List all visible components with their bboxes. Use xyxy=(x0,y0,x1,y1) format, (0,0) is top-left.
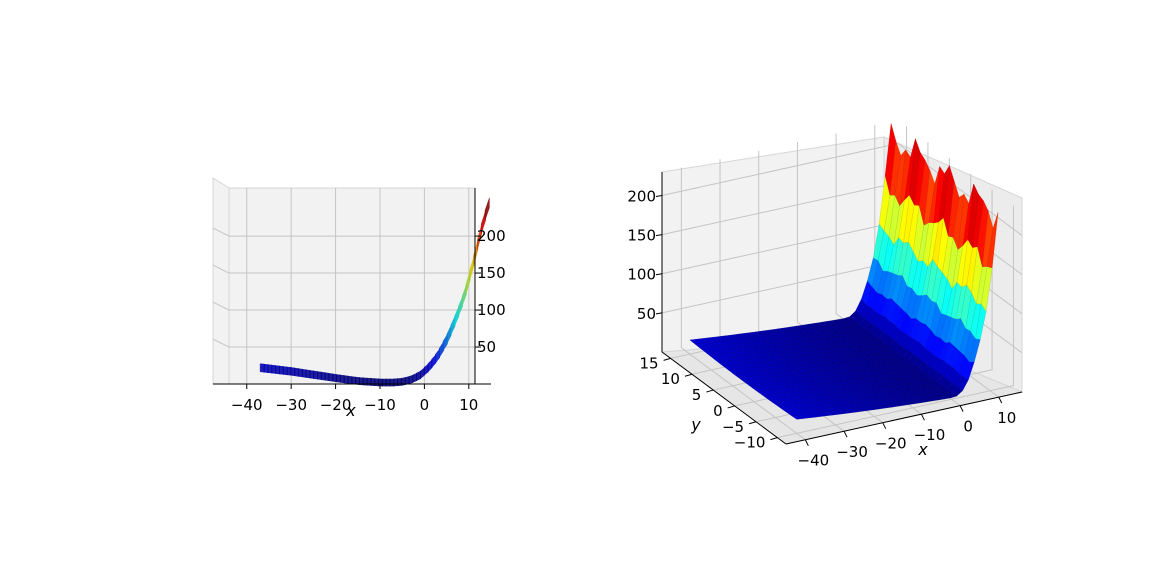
right-y-axis-line xyxy=(661,351,787,445)
right-z-tick-mark-0 xyxy=(655,312,663,315)
right-y-tick-label-0: −10 xyxy=(734,434,766,452)
left-surface-band-45 xyxy=(431,353,437,369)
right-x-tick-mark-2 xyxy=(882,422,887,429)
right-x-ticks: −40 −30 −20 −10 0 10 xyxy=(798,396,1016,470)
right-y-tick-label-5: 15 xyxy=(639,354,658,372)
left-surface-band-53 xyxy=(461,284,467,307)
right-z-tick-label-1: 100 xyxy=(627,266,656,284)
right-y-tick-mark-1 xyxy=(748,421,757,425)
left-surface-band-54 xyxy=(465,270,471,295)
right-y-tick-label-1: −5 xyxy=(722,418,744,436)
left-grid-side-3 xyxy=(212,227,230,237)
left-surface-band-46 xyxy=(435,347,441,364)
left-grid-side-0 xyxy=(212,338,230,348)
left-surface-band-42 xyxy=(419,367,425,380)
left-z-tick-label-1: 100 xyxy=(477,301,506,319)
right-surface xyxy=(689,123,999,420)
left-surface-band-52 xyxy=(458,296,463,317)
left-x-tick-label-1: −30 xyxy=(275,396,307,414)
right-x-tick-mark-5 xyxy=(998,396,1003,404)
right-x-tick-label-0: −40 xyxy=(798,452,830,470)
right-x-tick-mark-4 xyxy=(959,405,964,412)
right-x-tick-label-1: −30 xyxy=(836,443,868,461)
right-z-tick-label-2: 150 xyxy=(627,227,656,245)
left-x-tick-label-4: 0 xyxy=(420,396,430,414)
right-x-tick-mark-3 xyxy=(920,413,925,421)
left-surface-band-49 xyxy=(446,324,452,345)
left-surface-band-47 xyxy=(438,340,444,359)
left-grid xyxy=(212,188,475,384)
left-surface-band-41 xyxy=(416,370,422,382)
right-y-tick-label-2: 0 xyxy=(713,402,723,420)
right-x-tick-label-2: −20 xyxy=(875,435,907,453)
right-x-tick-label-3: −10 xyxy=(914,426,946,444)
right-y-tick-label-4: 10 xyxy=(661,370,680,388)
left-x-tick-label-2: −20 xyxy=(320,396,352,414)
left-z-tick-label-3: 200 xyxy=(477,227,506,245)
left-grid-side-2 xyxy=(212,264,230,274)
left-z-tick-label-2: 150 xyxy=(477,264,506,282)
left-chart: −40 −30 −20 −10 0 10 50 100 150 200 x xyxy=(212,177,506,420)
right-x-tick-mark-0 xyxy=(804,439,809,446)
right-y-axis-label: y xyxy=(690,415,701,434)
right-x-axis-label: x xyxy=(917,440,928,459)
right-y-tick-mark-3 xyxy=(706,389,714,393)
right-y-tick-label-3: 5 xyxy=(692,386,702,404)
right-grid-y-0 xyxy=(777,205,1014,439)
right-y-tick-mark-5 xyxy=(663,357,671,361)
right-x-tick-label-4: 0 xyxy=(963,418,973,436)
left-x-tick-label-5: 10 xyxy=(459,396,478,414)
left-x-tick-label-3: −10 xyxy=(364,396,396,414)
right-z-tick-label-0: 50 xyxy=(637,305,656,323)
right-z-tick-mark-3 xyxy=(655,194,663,197)
left-surface-band-43 xyxy=(423,363,429,376)
left-x-tick-label-0: −40 xyxy=(231,396,263,414)
right-x-tick-mark-1 xyxy=(843,430,848,438)
left-surface-band-50 xyxy=(450,316,456,336)
right-y-tick-mark-2 xyxy=(727,405,735,409)
left-surface-band-44 xyxy=(427,358,433,373)
right-x-tick-label-5: 10 xyxy=(997,409,1016,427)
left-x-axis-label: x xyxy=(345,401,356,420)
left-surface-band-48 xyxy=(442,333,448,352)
left-z-tick-label-0: 50 xyxy=(477,338,496,356)
right-z-tick-label-3: 200 xyxy=(627,187,656,205)
right-z-tick-mark-1 xyxy=(655,273,663,276)
right-grid-x-0 xyxy=(680,167,806,441)
left-surface-band-58 xyxy=(480,210,486,235)
left-grid-side-1 xyxy=(212,301,230,311)
right-x-axis-line xyxy=(785,391,1023,445)
left-side-pane xyxy=(212,177,230,385)
right-surface-patch-747 xyxy=(987,212,999,269)
right-y-tick-mark-0 xyxy=(770,437,778,441)
left-z-ticks: 50 100 150 200 xyxy=(475,227,506,356)
right-y-tick-mark-4 xyxy=(684,373,693,377)
left-surface-band-55 xyxy=(469,255,475,281)
left-x-ticks: −40 −30 −20 −10 0 10 xyxy=(231,384,478,414)
left-surface-band-51 xyxy=(454,306,460,327)
right-z-tick-mark-2 xyxy=(655,234,663,237)
right-z-ticks: 50 100 150 200 xyxy=(627,187,663,323)
left-surface-band-59 xyxy=(484,197,490,221)
left-surface-band-57 xyxy=(477,223,483,250)
